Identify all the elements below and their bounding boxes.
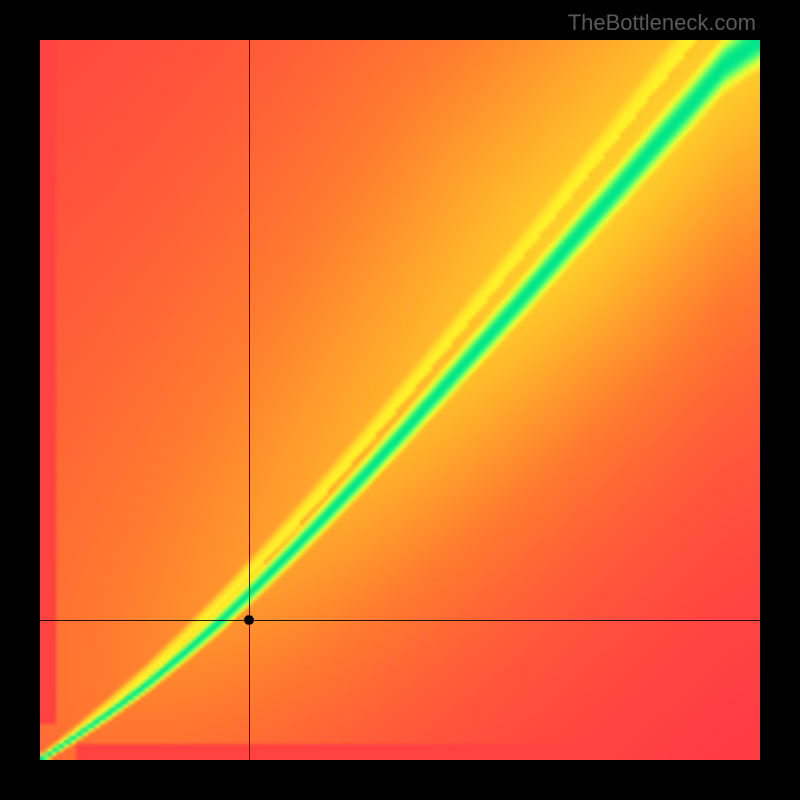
bottleneck-heatmap [40, 40, 760, 760]
crosshair-horizontal [40, 620, 760, 621]
watermark-text: TheBottleneck.com [568, 10, 756, 36]
bottleneck-heatmap-area [40, 40, 760, 760]
crosshair-vertical [249, 40, 250, 760]
marker-dot [244, 615, 254, 625]
